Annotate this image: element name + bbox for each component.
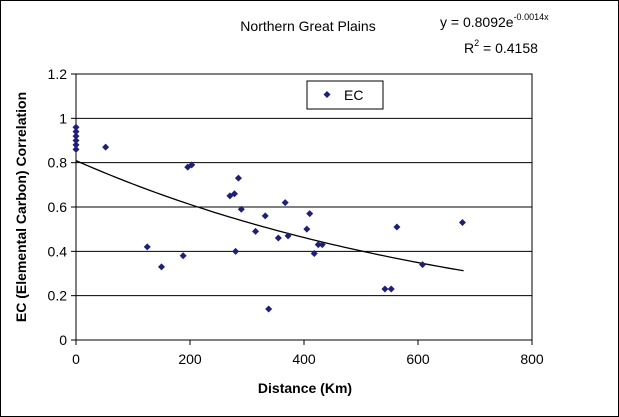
data-point xyxy=(318,241,326,249)
x-tick-label: 800 xyxy=(520,351,544,367)
trendline-equation: y = 0.8092e-0.0014x xyxy=(440,12,549,30)
x-axis-ticks: 0 200 400 600 800 xyxy=(72,340,544,367)
data-point xyxy=(72,137,80,144)
r2-exponent: 2 xyxy=(474,38,479,48)
data-point xyxy=(158,263,165,271)
data-point xyxy=(265,305,273,313)
y-tick-label: 1 xyxy=(59,110,67,126)
data-point xyxy=(393,223,401,231)
y-tick-label: 0.6 xyxy=(48,199,68,215)
data-point xyxy=(179,252,187,260)
data-point xyxy=(72,123,80,131)
data-point xyxy=(419,261,427,269)
trendline xyxy=(75,160,464,272)
data-point xyxy=(102,143,110,151)
x-tick-label: 0 xyxy=(72,351,80,367)
data-point xyxy=(306,210,314,218)
chart-title: Northern Great Plains xyxy=(240,18,375,34)
equation-main: y = 0.8092e xyxy=(440,14,514,30)
y-axis-label: EC (Elemental Carbon) Correlation xyxy=(13,92,29,322)
legend-box xyxy=(306,80,384,110)
data-point xyxy=(72,128,80,136)
data-point xyxy=(458,219,466,227)
data-point xyxy=(314,241,322,249)
data-point xyxy=(234,174,242,182)
y-axis-ticks: 0 0.2 0.4 0.6 0.8 1 1.2 xyxy=(48,66,76,348)
data-point xyxy=(72,145,80,153)
data-point xyxy=(303,225,311,233)
data-points xyxy=(72,123,466,313)
legend-marker xyxy=(323,91,331,98)
data-point xyxy=(310,250,318,258)
r-squared: R2 = 0.4158 xyxy=(464,38,538,56)
data-point xyxy=(387,285,395,293)
legend-label: EC xyxy=(344,87,363,103)
data-point xyxy=(261,212,269,220)
data-point xyxy=(274,234,282,242)
y-tick-label: 0 xyxy=(59,332,67,348)
data-point xyxy=(281,199,289,207)
y-tick-label: 0.8 xyxy=(48,155,68,171)
data-point xyxy=(188,161,196,169)
r2-value: = 0.4158 xyxy=(479,40,538,56)
r2-label: R xyxy=(464,40,474,56)
data-point xyxy=(381,285,389,293)
data-point xyxy=(72,141,80,149)
data-point xyxy=(284,232,292,240)
legend: EC xyxy=(306,80,384,110)
data-point xyxy=(143,243,151,251)
equation-exponent: -0.0014x xyxy=(514,12,550,22)
y-tick-label: 0.4 xyxy=(48,243,68,259)
x-tick-label: 600 xyxy=(406,351,430,367)
y-tick-label: 1.2 xyxy=(48,66,68,82)
data-point xyxy=(230,190,238,198)
data-point xyxy=(72,132,80,140)
x-tick-label: 200 xyxy=(178,351,202,367)
x-tick-label: 400 xyxy=(292,351,316,367)
data-point xyxy=(237,205,245,213)
data-point xyxy=(252,227,260,235)
x-axis-label: Distance (Km) xyxy=(258,380,352,396)
y-tick-label: 0.2 xyxy=(48,288,68,304)
data-point xyxy=(232,247,240,255)
